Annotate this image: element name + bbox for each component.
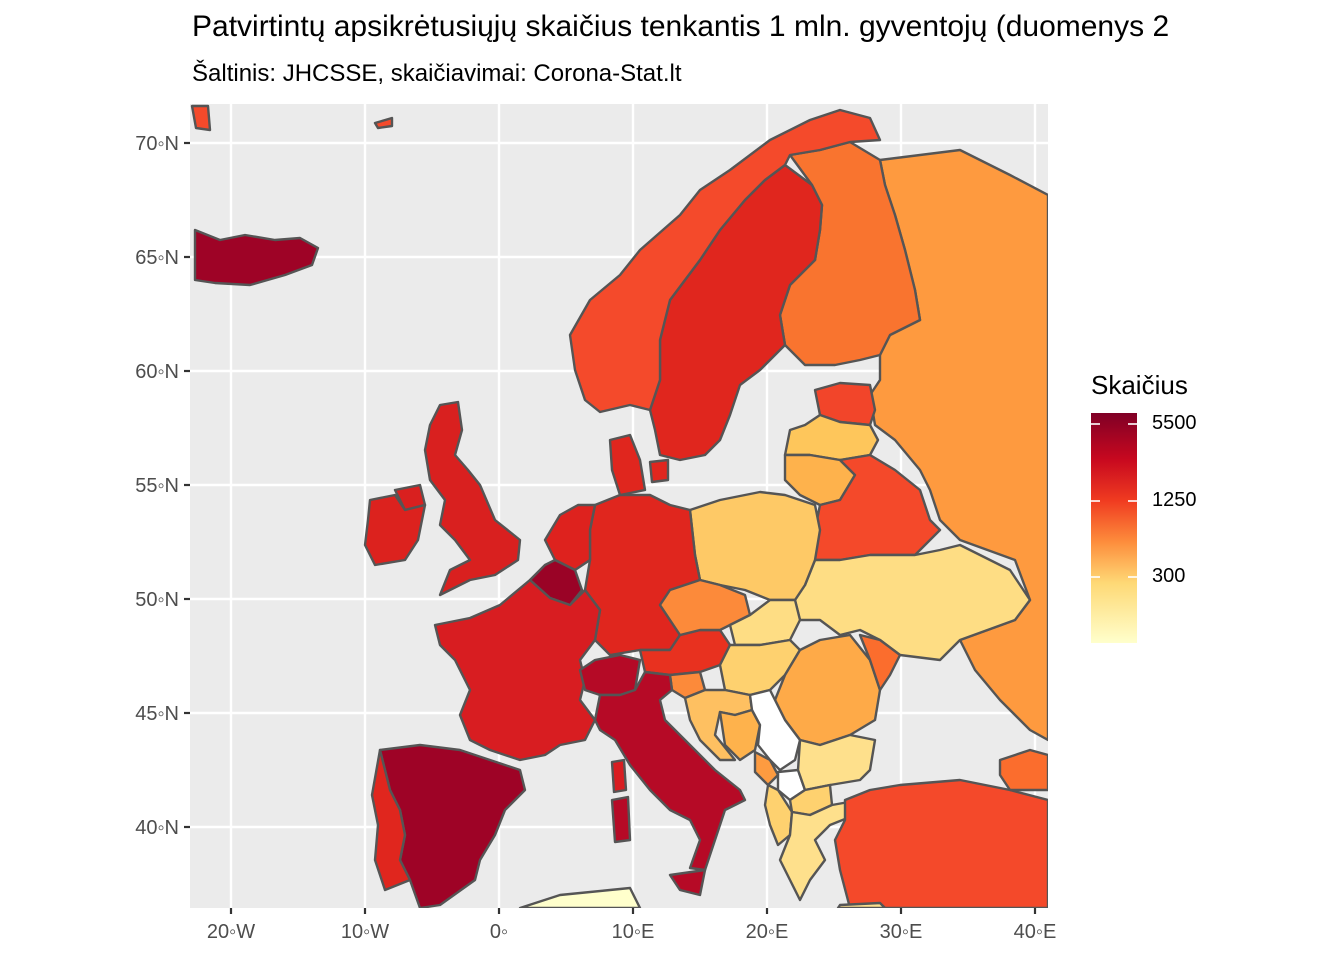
lon-tick-label: 10◦W — [341, 921, 389, 943]
lon-axis: 20◦W 10◦W 0◦ 10◦E 20◦E 30◦E 40◦E — [207, 908, 1056, 943]
lon-tick-label: 10◦E — [612, 921, 655, 943]
norway-region — [568, 108, 882, 414]
bulgaria-region — [796, 733, 877, 792]
legend-gradient-bar — [1091, 413, 1137, 643]
legend-tick-label: 300 — [1152, 565, 1186, 587]
georgia-region — [998, 748, 1048, 792]
lat-tick-label: 40◦N — [135, 817, 179, 839]
legend-colorbar — [1091, 413, 1137, 643]
portugal-region — [370, 748, 412, 892]
lat-tick-label: 65◦N — [135, 247, 179, 269]
moldova-region — [858, 633, 902, 692]
montenegro-region — [753, 750, 780, 787]
countries — [190, 104, 1048, 908]
lat-tick-label: 55◦N — [135, 475, 179, 497]
serbia-region — [748, 688, 802, 772]
legend-title: Skaičius — [1091, 370, 1188, 400]
legend-tick-label: 5500 — [1152, 412, 1197, 434]
lon-tick-label: 30◦E — [880, 921, 923, 943]
lon-tick-label: 20◦W — [207, 921, 255, 943]
lat-tick-label: 60◦N — [135, 361, 179, 383]
lon-tick-label: 40◦E — [1014, 921, 1057, 943]
netherlands-region — [543, 503, 597, 572]
denmark-region — [608, 433, 647, 497]
cyprus-fragment — [373, 116, 394, 130]
lat-tick-label: 50◦N — [135, 589, 179, 611]
lat-axis: 70◦N 65◦N 60◦N 55◦N 50◦N 45◦N 40◦N — [135, 133, 190, 839]
lat-tick-label: 70◦N — [135, 133, 179, 155]
svalbard-fragment — [190, 104, 212, 132]
france-region — [433, 578, 602, 762]
ukraine-region — [793, 543, 1032, 662]
albania-region — [763, 783, 794, 847]
lon-tick-label: 20◦E — [746, 921, 789, 943]
legend-tick-label: 1250 — [1152, 489, 1197, 511]
turkey-region — [833, 778, 1048, 908]
lat-tick-label: 45◦N — [135, 703, 179, 725]
bosnia-region — [718, 708, 762, 762]
chart-title: Patvirtintų apsikrėtusiųjų skaičius tenk… — [192, 10, 1170, 43]
denmark-island — [648, 458, 670, 484]
crete-region — [836, 901, 887, 908]
italy-region — [593, 670, 747, 872]
corsica-region — [610, 758, 628, 794]
uk-region — [423, 400, 522, 597]
lon-tick-label: 0◦ — [490, 921, 508, 943]
iceland-region — [193, 228, 320, 287]
north-africa-region — [518, 886, 642, 908]
greece-region — [778, 798, 862, 902]
sicily-region — [668, 868, 707, 897]
ireland-region — [363, 493, 427, 567]
chart-subtitle: Šaltinis: JHCSSE, skaičiavimai: Corona-S… — [192, 60, 682, 87]
sardinia-region — [610, 795, 632, 844]
